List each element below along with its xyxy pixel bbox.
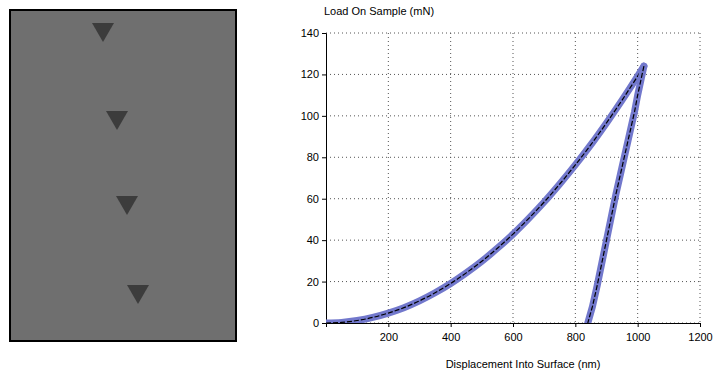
series-line	[326, 66, 644, 323]
x-tick-mark	[575, 323, 576, 327]
y-tick-label: 100	[301, 110, 319, 122]
axis-line	[327, 324, 701, 328]
y-tick-label: 140	[301, 27, 319, 39]
y-tick-label: 40	[307, 234, 319, 246]
y-tick-label: 0	[313, 317, 319, 329]
y-tick-label: 80	[307, 151, 319, 163]
x-tick-mark	[638, 323, 639, 327]
y-tick-mark	[322, 157, 326, 158]
y-tick-mark	[322, 33, 326, 34]
y-tick-mark	[322, 199, 326, 200]
y-tick-mark	[322, 282, 326, 283]
canvas: 200 400 600 800 1000 1200 0 20 40 60 80 100 120 140 Lo…	[0, 0, 724, 381]
x-axis-title: Displacement Into Surface (nm)	[446, 358, 601, 370]
y-tick: 0	[313, 317, 326, 329]
grid-line	[326, 281, 700, 282]
x-tick-mark	[388, 323, 389, 327]
x-tick-label: 600	[504, 331, 522, 343]
x-tick: 400	[442, 323, 460, 343]
x-tick-label: 200	[380, 331, 398, 343]
indent-photo	[10, 10, 236, 341]
indent	[116, 196, 138, 215]
x-axis: 200 400 600 800 1000 1200	[327, 323, 713, 343]
y-tick-mark	[322, 74, 326, 75]
grid-line	[326, 157, 700, 158]
x-tick: 1000	[626, 323, 650, 343]
x-tick-label: 1000	[626, 331, 650, 343]
y-tick: 140	[301, 27, 326, 39]
y-tick: 60	[307, 193, 326, 205]
grid-line	[700, 33, 701, 323]
grid-line	[326, 33, 700, 34]
y-tick: 40	[307, 234, 326, 246]
series-line	[588, 66, 644, 323]
x-tick-label: 1200	[688, 331, 712, 343]
grid-line	[388, 33, 389, 323]
photo-frame	[10, 10, 236, 341]
x-tick: 1200	[688, 323, 712, 343]
indent	[106, 111, 128, 130]
axis-line	[322, 34, 327, 324]
x-tick: 600	[504, 323, 522, 343]
grid-line	[326, 198, 700, 199]
grid-line	[326, 115, 700, 116]
indent	[127, 285, 149, 304]
y-tick-mark	[322, 240, 326, 241]
grid-line	[575, 33, 576, 323]
y-tick: 20	[307, 276, 326, 288]
x-tick-label: 400	[442, 331, 460, 343]
y-tick: 100	[301, 110, 326, 122]
x-tick-mark	[513, 323, 514, 327]
y-tick: 80	[307, 151, 326, 163]
y-tick-label: 20	[307, 276, 319, 288]
x-tick: 800	[567, 323, 585, 343]
x-tick: 200	[380, 323, 398, 343]
y-tick: 120	[301, 68, 326, 80]
series-centerline	[588, 66, 644, 323]
grid-line	[513, 33, 514, 323]
y-tick-mark	[322, 323, 326, 324]
indent	[92, 23, 114, 42]
y-axis: 0 20 40 60 80 100 120 140	[301, 27, 327, 329]
y-tick-label: 120	[301, 68, 319, 80]
y-tick-mark	[322, 116, 326, 117]
x-tick-mark	[451, 323, 452, 327]
x-tick-mark	[700, 323, 701, 327]
x-tick-label: 800	[567, 331, 585, 343]
grid-line	[326, 240, 700, 241]
plot-area	[326, 66, 644, 323]
y-tick-label: 60	[307, 193, 319, 205]
chart-title: Load On Sample (mN)	[324, 5, 434, 17]
series-centerline	[326, 66, 644, 323]
grid	[326, 33, 700, 323]
